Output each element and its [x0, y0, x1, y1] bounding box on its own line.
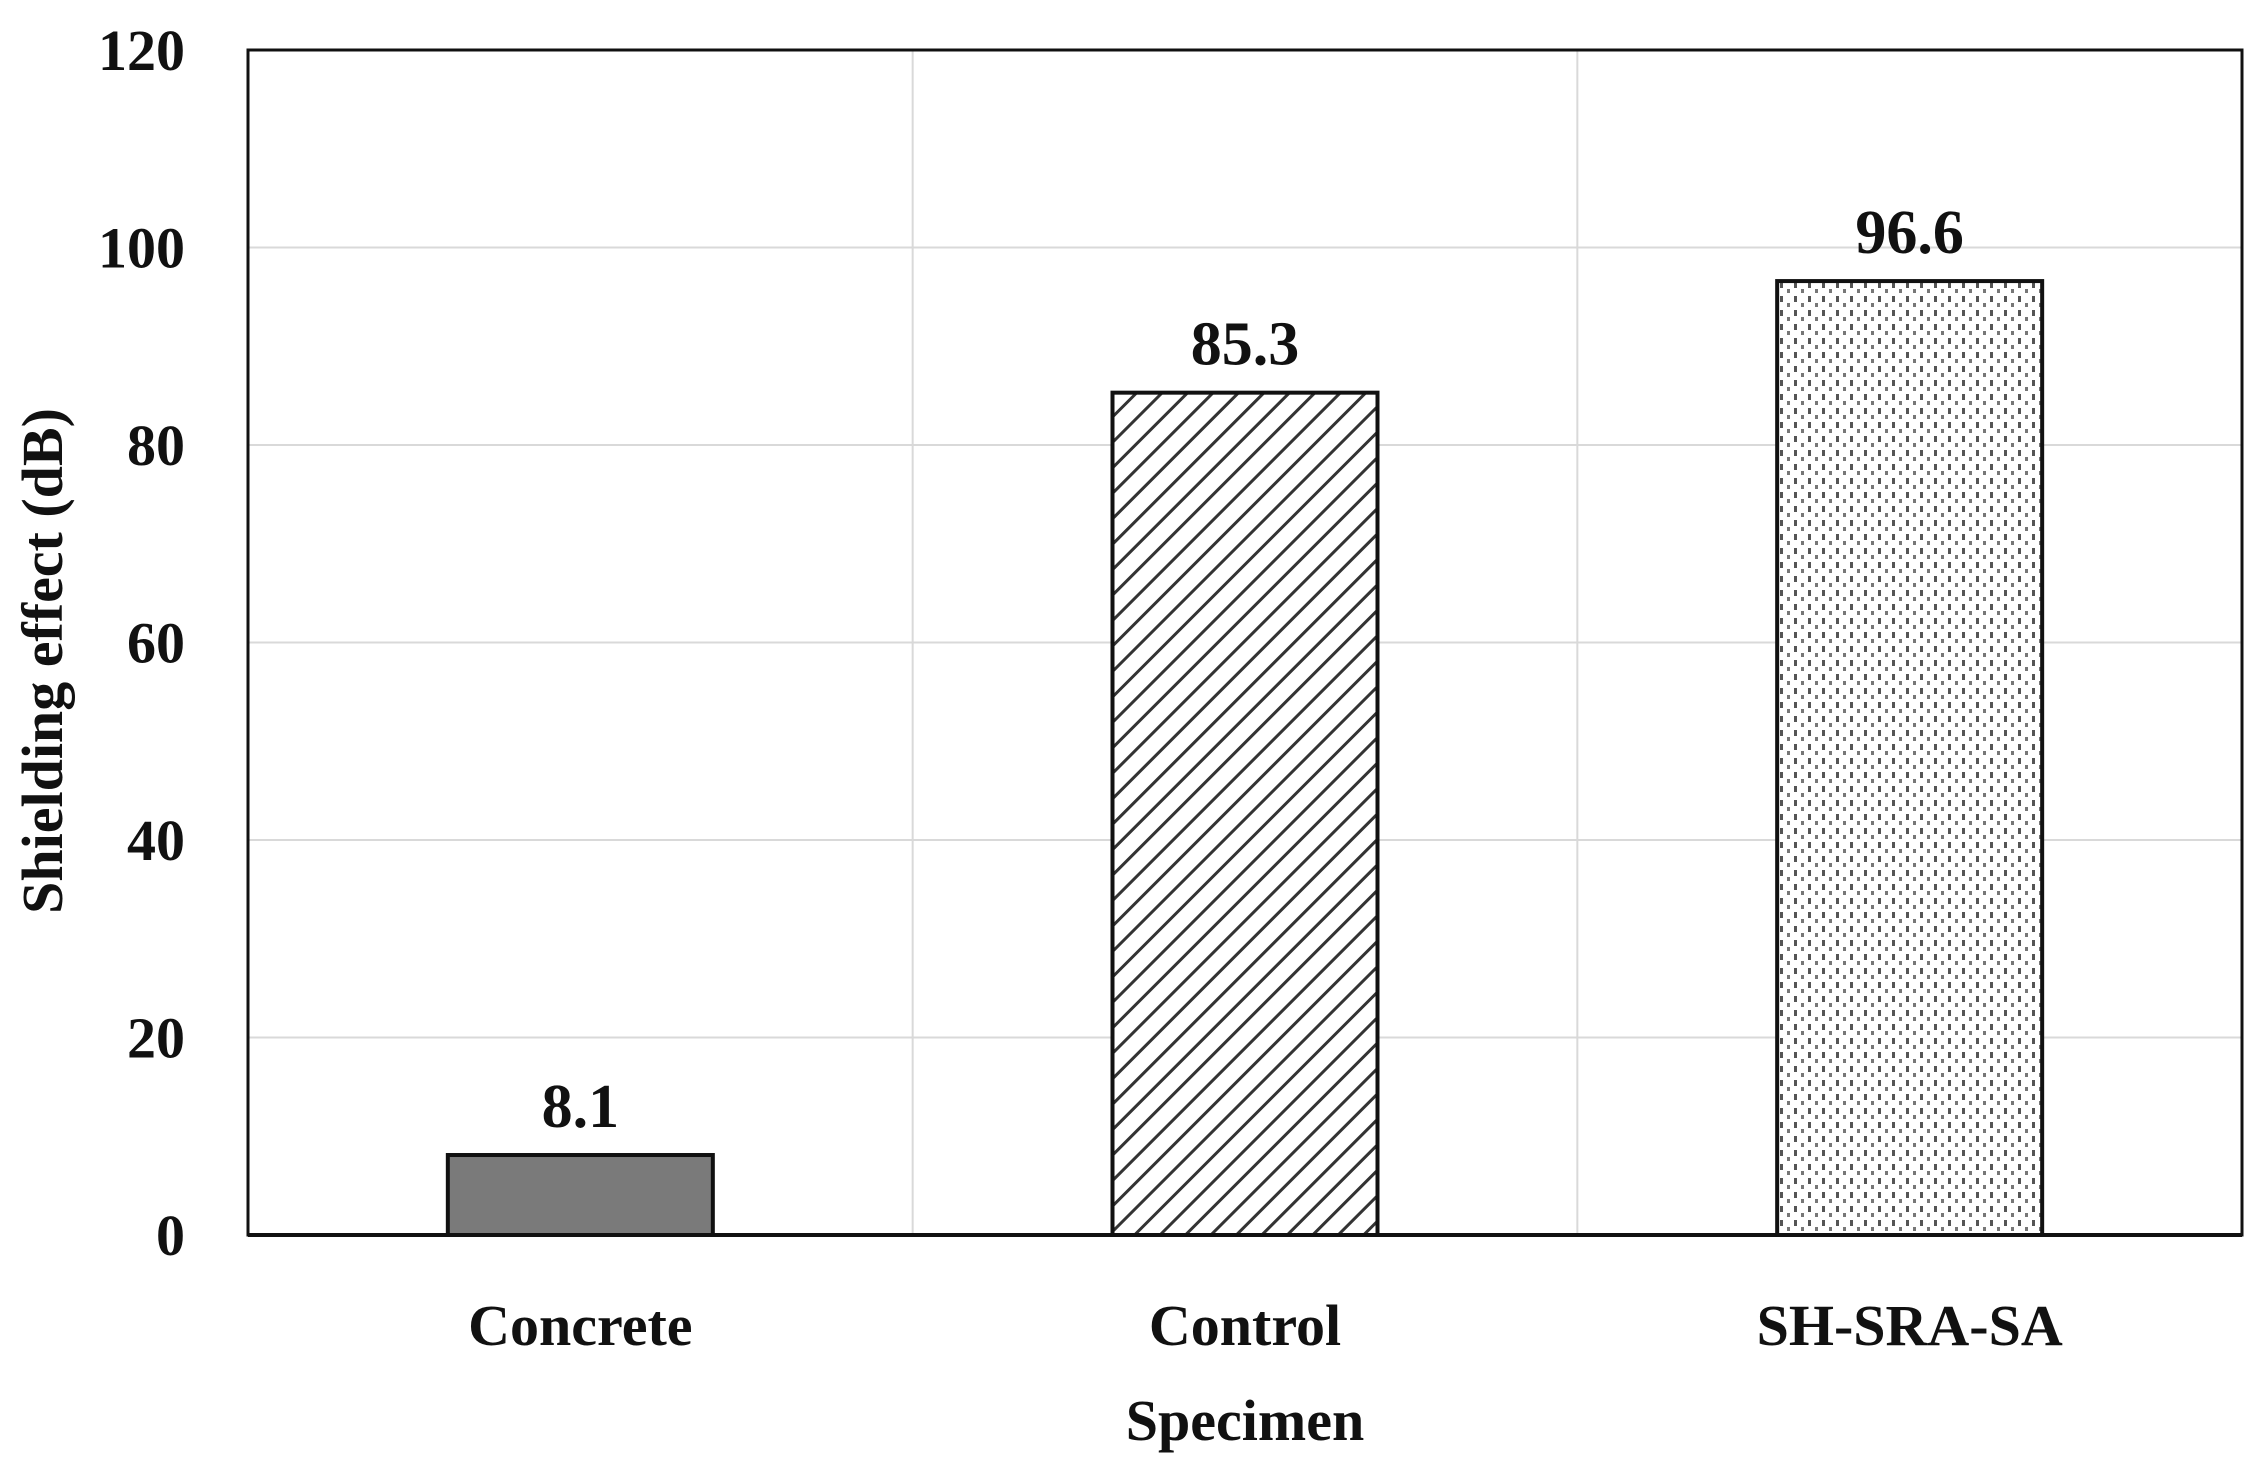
plot-frame: [246, 48, 2244, 1237]
bar-2: [1775, 279, 2045, 1237]
x-category-label-0-0: Concrete: [468, 1293, 692, 1358]
y-tick-label-0: 0: [156, 1203, 185, 1268]
y-tick-label-60: 60: [127, 611, 185, 676]
data-label-2: 96.6: [1855, 199, 1964, 267]
data-label-1: 85.3: [1191, 311, 1300, 379]
y-tick-labels: 0 20 40 60 80 100 120: [98, 18, 185, 1268]
x-category-label-1-0: Control: [1149, 1293, 1341, 1358]
y-axis-title: Shielding effect (dB): [10, 408, 75, 914]
y-tick-label-100: 100: [98, 216, 185, 281]
data-labels: 8.1 85.3 96.6: [542, 199, 1964, 1141]
bars: [445, 279, 2045, 1238]
y-tick-label-120: 120: [98, 18, 185, 83]
x-category-labels: Concrete Control Specimen SH-SRA-SA: [468, 1293, 2063, 1453]
bar-1: [1110, 390, 1380, 1238]
data-label-0: 8.1: [542, 1073, 620, 1141]
y-tick-label-20: 20: [127, 1006, 185, 1071]
y-tick-label-80: 80: [127, 413, 185, 478]
bar-0: [445, 1153, 715, 1237]
x-category-label-1-1: Specimen: [1126, 1388, 1364, 1453]
x-category-label-2-0: SH-SRA-SA: [1757, 1293, 2063, 1358]
y-tick-label-40: 40: [127, 808, 185, 873]
